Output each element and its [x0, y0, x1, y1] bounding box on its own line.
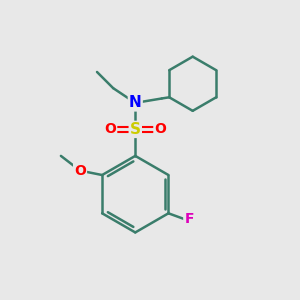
Text: O: O [104, 122, 116, 136]
Text: O: O [154, 122, 166, 136]
Text: O: O [74, 164, 86, 178]
Text: N: N [129, 95, 142, 110]
Text: F: F [184, 212, 194, 226]
Text: S: S [130, 122, 141, 137]
